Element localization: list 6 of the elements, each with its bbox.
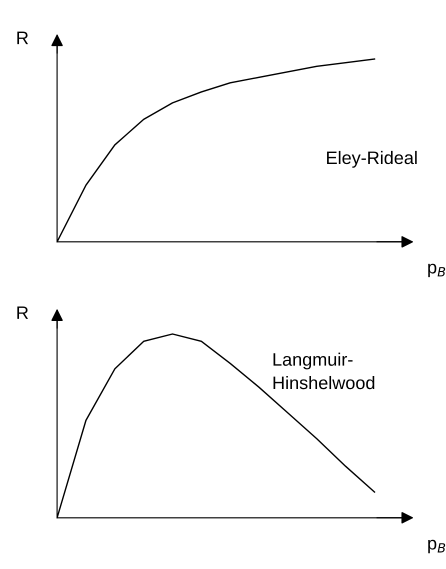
- x-axis-title: p$_{B}$: [428, 264, 446, 278]
- x-axis-title: p$_{B}$: [428, 540, 446, 554]
- y-axis-title: R: [17, 32, 28, 44]
- annotation: Eley-Rideal: [327, 150, 417, 168]
- y-axis-title: R: [17, 306, 28, 319]
- annotation: Langmuir- Hinshelwood: [274, 352, 374, 390]
